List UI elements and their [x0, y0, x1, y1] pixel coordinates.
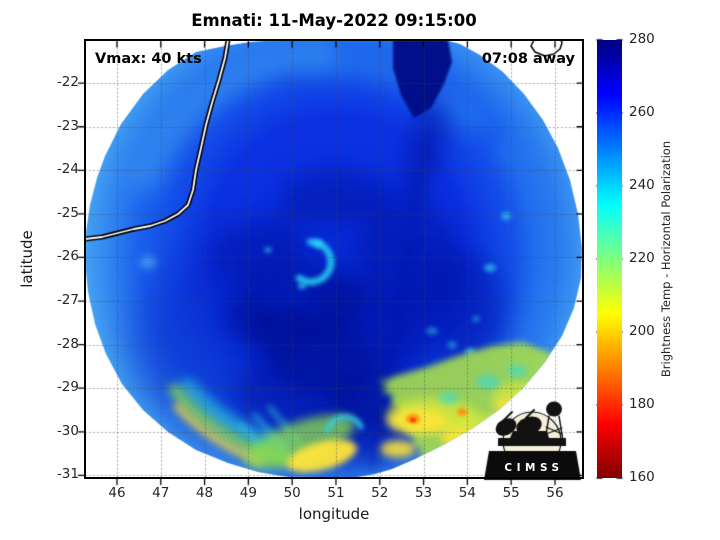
- colorbar-tick-label: 240: [629, 177, 655, 193]
- colorbar-tick-label: 180: [629, 396, 655, 412]
- x-tick-label: 53: [414, 485, 433, 501]
- y-tick-label: -28: [56, 335, 79, 352]
- y-axis-label: latitude: [18, 230, 36, 288]
- y-tick-label: -22: [56, 74, 79, 91]
- time-away-annotation: 07:08 away: [481, 51, 575, 67]
- x-tick-label: 49: [239, 485, 257, 501]
- colorbar-label: Brightness Temp - Horizontal Polarizatio…: [659, 140, 673, 378]
- x-tick-label: 50: [283, 485, 301, 501]
- x-tick-label: 55: [502, 485, 520, 501]
- x-tick-label: 48: [195, 485, 214, 501]
- y-tick-label: -25: [56, 204, 79, 221]
- x-tick-label: 46: [108, 485, 126, 501]
- colorbar: [597, 40, 622, 478]
- colorbar-tick-label: 260: [629, 104, 655, 120]
- colorbar-tick-label: 280: [629, 31, 655, 47]
- x-tick-label: 47: [152, 485, 170, 501]
- y-tick-label: -26: [56, 248, 79, 265]
- y-tick-label: -29: [56, 379, 79, 396]
- colorbar-tick-label: 220: [629, 250, 655, 266]
- x-tick-label: 54: [458, 485, 476, 501]
- y-tick-label: -24: [56, 161, 79, 178]
- y-tick-label: -27: [56, 292, 79, 309]
- colorbar-tick-label: 200: [629, 323, 655, 339]
- page-title: Emnati: 11-May-2022 09:15:00: [191, 11, 477, 30]
- vmax-annotation: Vmax: 40 kts: [95, 51, 202, 67]
- x-tick-label: 51: [327, 485, 345, 501]
- y-tick-label: -30: [56, 422, 79, 439]
- x-tick-label: 52: [371, 485, 389, 501]
- x-tick-label: 56: [546, 485, 564, 501]
- cimss-logo-text: CIMSS: [504, 462, 564, 474]
- y-tick-label: -23: [56, 117, 79, 134]
- y-tick-label: -31: [56, 466, 79, 483]
- x-axis-label: longitude: [298, 505, 370, 523]
- colorbar-tick-label: 160: [629, 469, 655, 485]
